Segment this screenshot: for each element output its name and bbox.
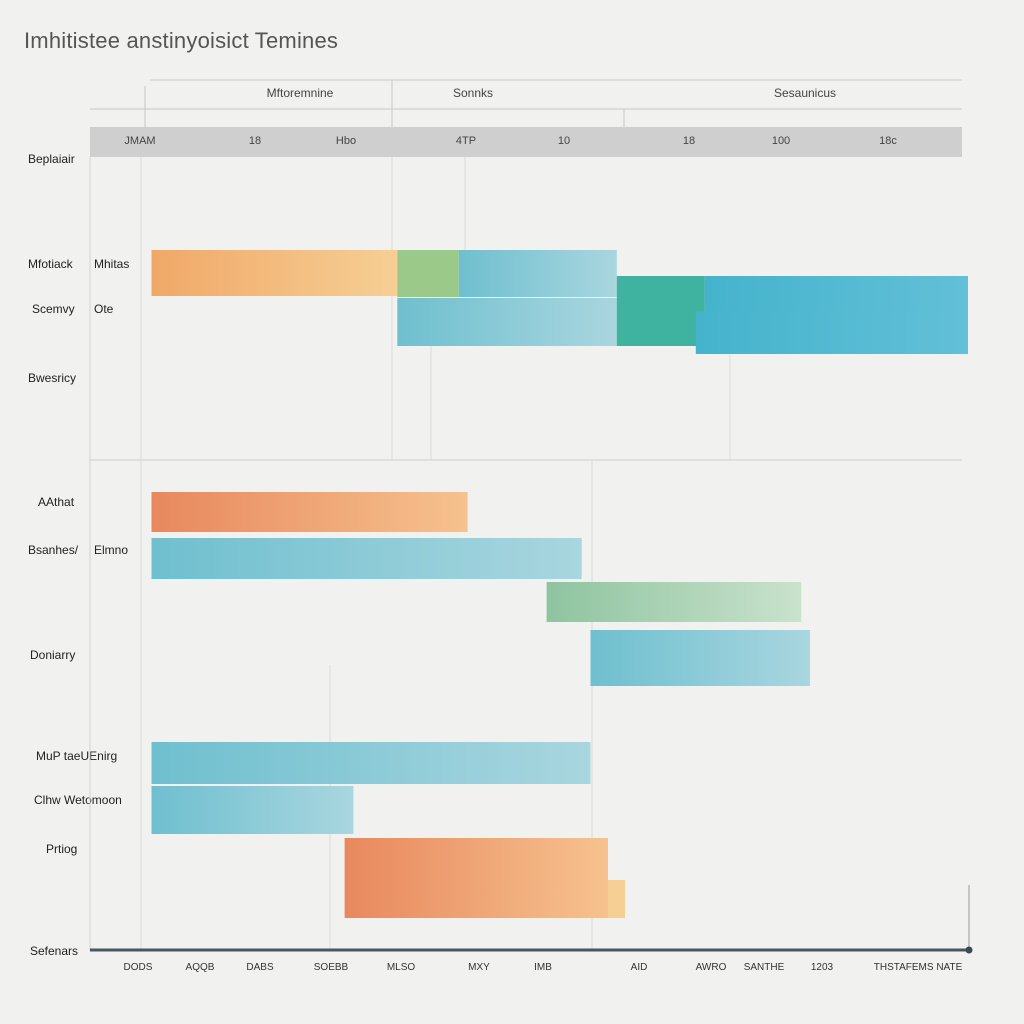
chart-title: Imhitistee anstinyoisict Temines (24, 28, 339, 53)
row-label: Bsanhes/ (28, 543, 79, 557)
task-bar (546, 582, 802, 622)
bottom-tick-label: MXY (468, 962, 490, 973)
bottom-corner-label: Sefenars (30, 944, 79, 958)
task-bar (151, 492, 468, 532)
bottom-tick-label: SOEBB (313, 962, 349, 973)
row-sublabel: Elmno (94, 543, 129, 557)
top-tick-label: 18 (248, 135, 262, 147)
header-group-label: Sonnks (452, 86, 494, 100)
row-label: Prtiog (46, 842, 78, 856)
row-sublabel: Mhitas (94, 257, 130, 271)
row-label: Doniarry (30, 648, 76, 662)
row-label: Scemvy (32, 302, 75, 316)
task-bar (151, 538, 582, 579)
task-bar (151, 786, 354, 834)
bottom-tick-label: SANTHE (743, 962, 785, 973)
top-tick-label: 18c (879, 135, 897, 147)
top-tick-label: 10 (557, 135, 571, 147)
grid-lines (89, 79, 970, 950)
top-tick-label: 100 (771, 135, 791, 147)
top-tick-label: JMAM (124, 135, 156, 147)
task-bar (151, 742, 591, 784)
row-label: Clhw Wetomoon (34, 793, 122, 807)
task-bar (151, 250, 398, 296)
task-bar (458, 250, 617, 297)
top-tick-label: Hbo (335, 135, 357, 147)
task-bar (344, 838, 608, 918)
task-bar-tail (608, 880, 625, 918)
row-label: AAthat (38, 495, 75, 509)
bottom-tick-label: AQQB (185, 962, 215, 973)
row-label: Mfotiack (28, 257, 73, 271)
bottom-tick-label: IMB (534, 962, 552, 973)
bottom-tick-label: AWRO (695, 962, 727, 973)
row-label: MuP taeUEnirg (36, 749, 118, 763)
task-bar (590, 630, 810, 686)
top-tick-label: 18 (682, 135, 696, 147)
row-sublabel: Ote (94, 302, 114, 316)
task-bar (397, 298, 617, 346)
corner-label: Beplaiair (28, 152, 75, 166)
header-group-label: Mftoremnine (266, 86, 334, 100)
header-group-label: Sesaunicus (773, 86, 837, 100)
task-bar (695, 311, 968, 354)
task-bar (616, 276, 705, 346)
row-label: Bwesricy (28, 371, 77, 385)
bottom-tick-label: MLSO (386, 962, 416, 973)
bottom-tick-label: AID (630, 962, 648, 973)
bottom-tick-label: 1203 (810, 962, 834, 973)
top-tick-label: 4TP (455, 135, 477, 147)
axis-end-dot (965, 946, 973, 954)
task-bar (704, 276, 968, 311)
task-bar (397, 250, 459, 297)
top-tick-strip (90, 127, 962, 157)
task-bars (151, 250, 968, 918)
bottom-tick-label: DODS (123, 962, 153, 973)
bottom-tick-label: DABS (246, 962, 274, 973)
bottom-tick-label: THSTAFEMS NATE (873, 962, 963, 973)
